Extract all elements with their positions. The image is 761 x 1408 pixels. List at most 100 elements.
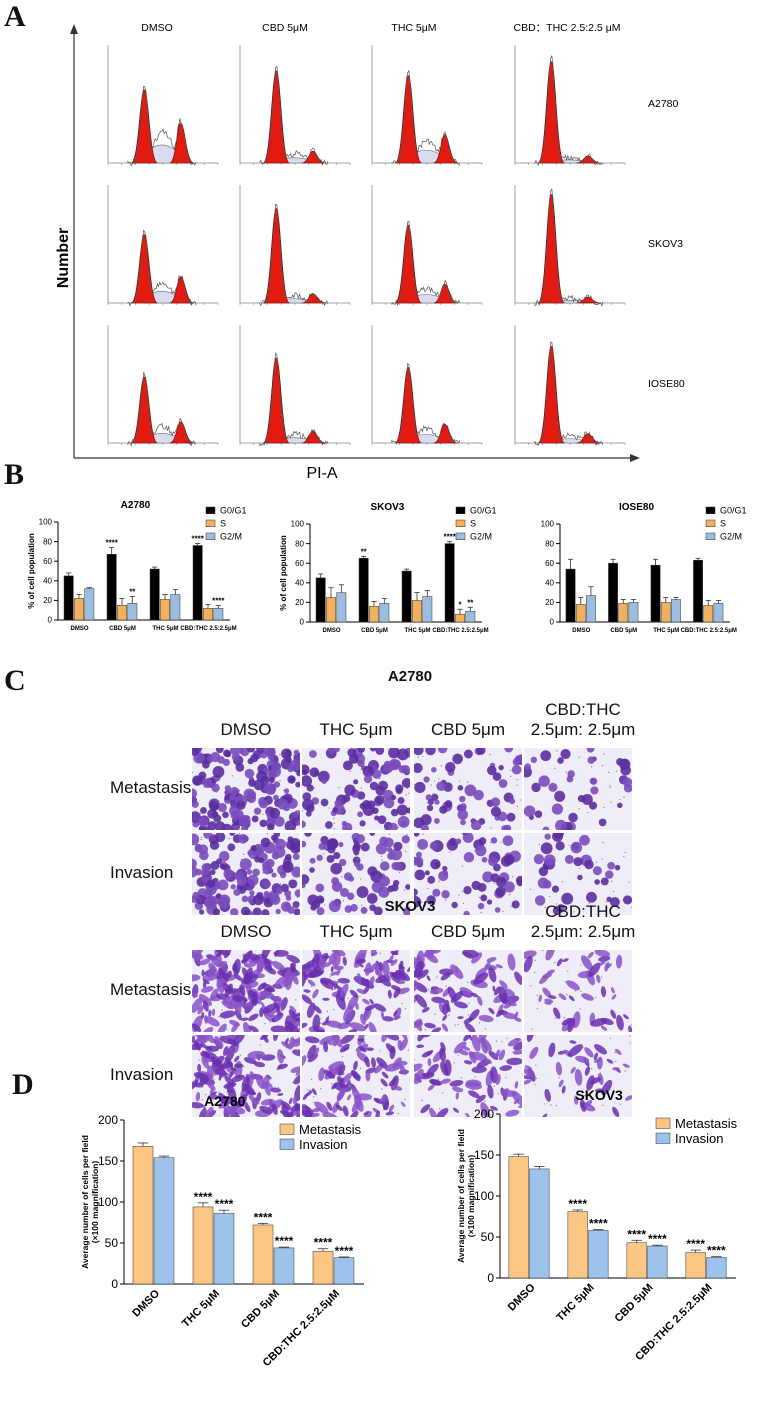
pore <box>544 906 546 909</box>
cell <box>273 1001 280 1010</box>
significance-label: ** <box>361 547 368 556</box>
cell <box>540 750 552 762</box>
cell <box>511 764 522 775</box>
cell <box>397 796 405 804</box>
pore <box>535 1077 537 1079</box>
cell <box>486 899 493 905</box>
bar <box>203 607 213 621</box>
histogram-plot <box>239 45 351 166</box>
cell <box>387 852 395 860</box>
pore <box>557 825 559 828</box>
cell <box>349 1022 366 1032</box>
cell-cycle-bar-charts: 0 20 40 60 80 100 A2780 % of cell population DMS… <box>27 500 747 634</box>
cell <box>406 807 410 814</box>
bar <box>693 560 703 623</box>
pore <box>461 891 464 893</box>
cell <box>548 782 558 792</box>
cell <box>294 1017 300 1022</box>
pore <box>516 784 518 786</box>
bar <box>586 595 596 623</box>
cell <box>240 1017 249 1021</box>
pore <box>382 873 385 876</box>
cell <box>426 1050 434 1056</box>
g2-peak <box>169 122 194 164</box>
cell <box>432 888 441 897</box>
pore <box>326 1010 329 1012</box>
cell <box>619 758 631 770</box>
pore <box>382 866 384 868</box>
pore <box>623 796 625 798</box>
bar <box>213 1213 235 1285</box>
cell <box>604 870 614 879</box>
cell <box>370 748 376 752</box>
pore <box>397 1113 399 1115</box>
cell <box>230 1067 237 1072</box>
row-label: Invasion <box>110 863 174 882</box>
y-tick-label: 150 <box>474 1148 494 1162</box>
microscopy-image <box>192 950 300 1032</box>
pore <box>463 902 465 904</box>
pore <box>309 1089 311 1091</box>
cell <box>260 837 271 848</box>
cell <box>473 789 484 801</box>
cell <box>251 991 259 1006</box>
cell <box>244 1001 253 1008</box>
cell <box>471 952 483 964</box>
cell <box>488 1050 499 1060</box>
pore <box>366 1024 369 1026</box>
pore <box>580 990 582 992</box>
cell <box>236 875 248 887</box>
cell <box>268 776 275 784</box>
cell <box>543 854 556 867</box>
legend-swatch <box>705 506 716 514</box>
cell <box>429 1079 441 1086</box>
bar <box>84 588 95 621</box>
pore <box>609 785 611 787</box>
cell <box>231 752 241 761</box>
pore <box>333 822 335 824</box>
cell <box>206 756 213 763</box>
cell <box>275 908 281 915</box>
cell <box>414 748 424 756</box>
pore <box>414 1021 417 1024</box>
pore <box>548 896 551 898</box>
pore <box>474 1076 476 1078</box>
cell <box>227 843 236 852</box>
bar <box>160 599 170 621</box>
cell <box>200 807 207 814</box>
cell <box>459 987 474 997</box>
cell <box>480 1111 487 1116</box>
bar <box>117 605 127 621</box>
pore <box>333 828 335 830</box>
cell <box>387 989 392 999</box>
pore <box>424 1028 427 1031</box>
cell <box>529 1046 539 1060</box>
pore <box>223 902 226 904</box>
cell <box>251 815 259 823</box>
cell <box>368 1021 377 1032</box>
cell <box>586 748 595 753</box>
pore <box>349 770 351 772</box>
pore <box>293 754 295 756</box>
cell <box>584 1066 591 1076</box>
cell <box>569 1040 577 1044</box>
cell <box>561 1085 566 1094</box>
category-label: DMSO <box>130 1287 162 1319</box>
cell <box>541 1113 548 1117</box>
cell <box>555 1061 563 1076</box>
cell <box>366 893 378 904</box>
y-tick-label: 20 <box>295 598 304 607</box>
cell <box>289 759 300 772</box>
pore <box>235 767 237 769</box>
cell <box>347 1094 352 1101</box>
pore <box>397 826 400 828</box>
pore <box>464 1113 466 1115</box>
pore <box>262 872 264 874</box>
microscopy-image <box>524 748 632 830</box>
cell <box>320 798 329 807</box>
cell <box>195 868 203 876</box>
bar <box>647 1245 668 1279</box>
cell <box>313 1005 322 1014</box>
cell <box>598 955 611 962</box>
pore <box>564 981 566 983</box>
